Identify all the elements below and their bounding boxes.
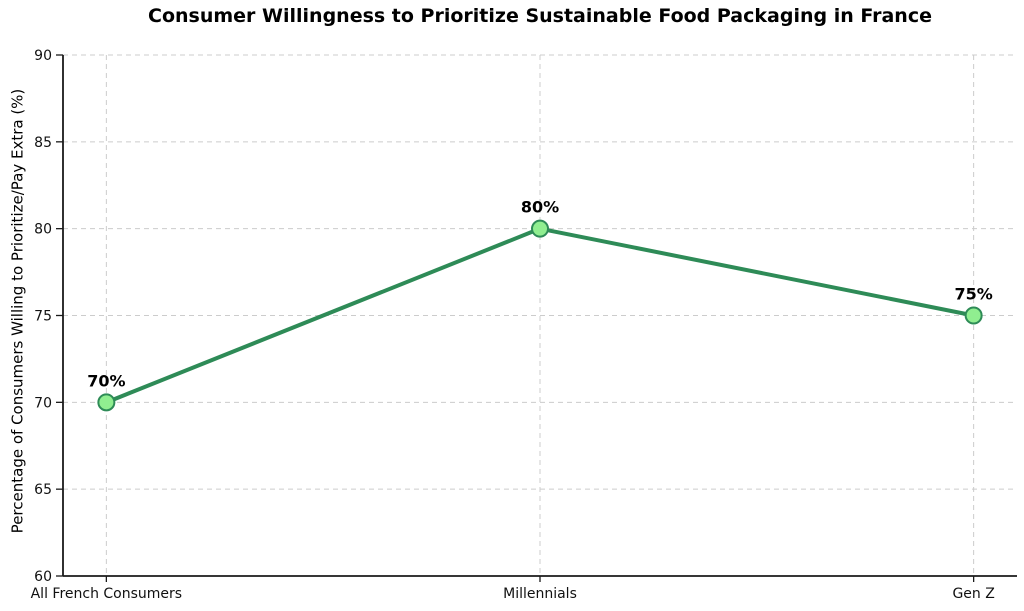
data-point-marker (531, 219, 549, 238)
x-tick-label: Millennials (503, 586, 577, 602)
chart-title: Consumer Willingness to Prioritize Susta… (148, 5, 932, 27)
y-tick-label: 90 (34, 48, 52, 64)
x-tick-label: Gen Z (952, 586, 994, 602)
data-point-label: 70% (87, 371, 125, 390)
x-tick-label: All French Consumers (31, 586, 182, 602)
y-tick-label: 80 (34, 222, 52, 238)
data-point-label: 80% (521, 198, 559, 217)
data-point-marker (964, 306, 983, 325)
data-point-label: 75% (954, 285, 992, 304)
y-tick-label: 60 (34, 569, 52, 585)
y-tick-label: 85 (34, 135, 52, 151)
y-tick-label: 75 (34, 309, 52, 325)
data-point-marker (97, 393, 116, 412)
y-tick-label: 70 (34, 395, 52, 411)
y-tick-label: 65 (34, 482, 52, 498)
